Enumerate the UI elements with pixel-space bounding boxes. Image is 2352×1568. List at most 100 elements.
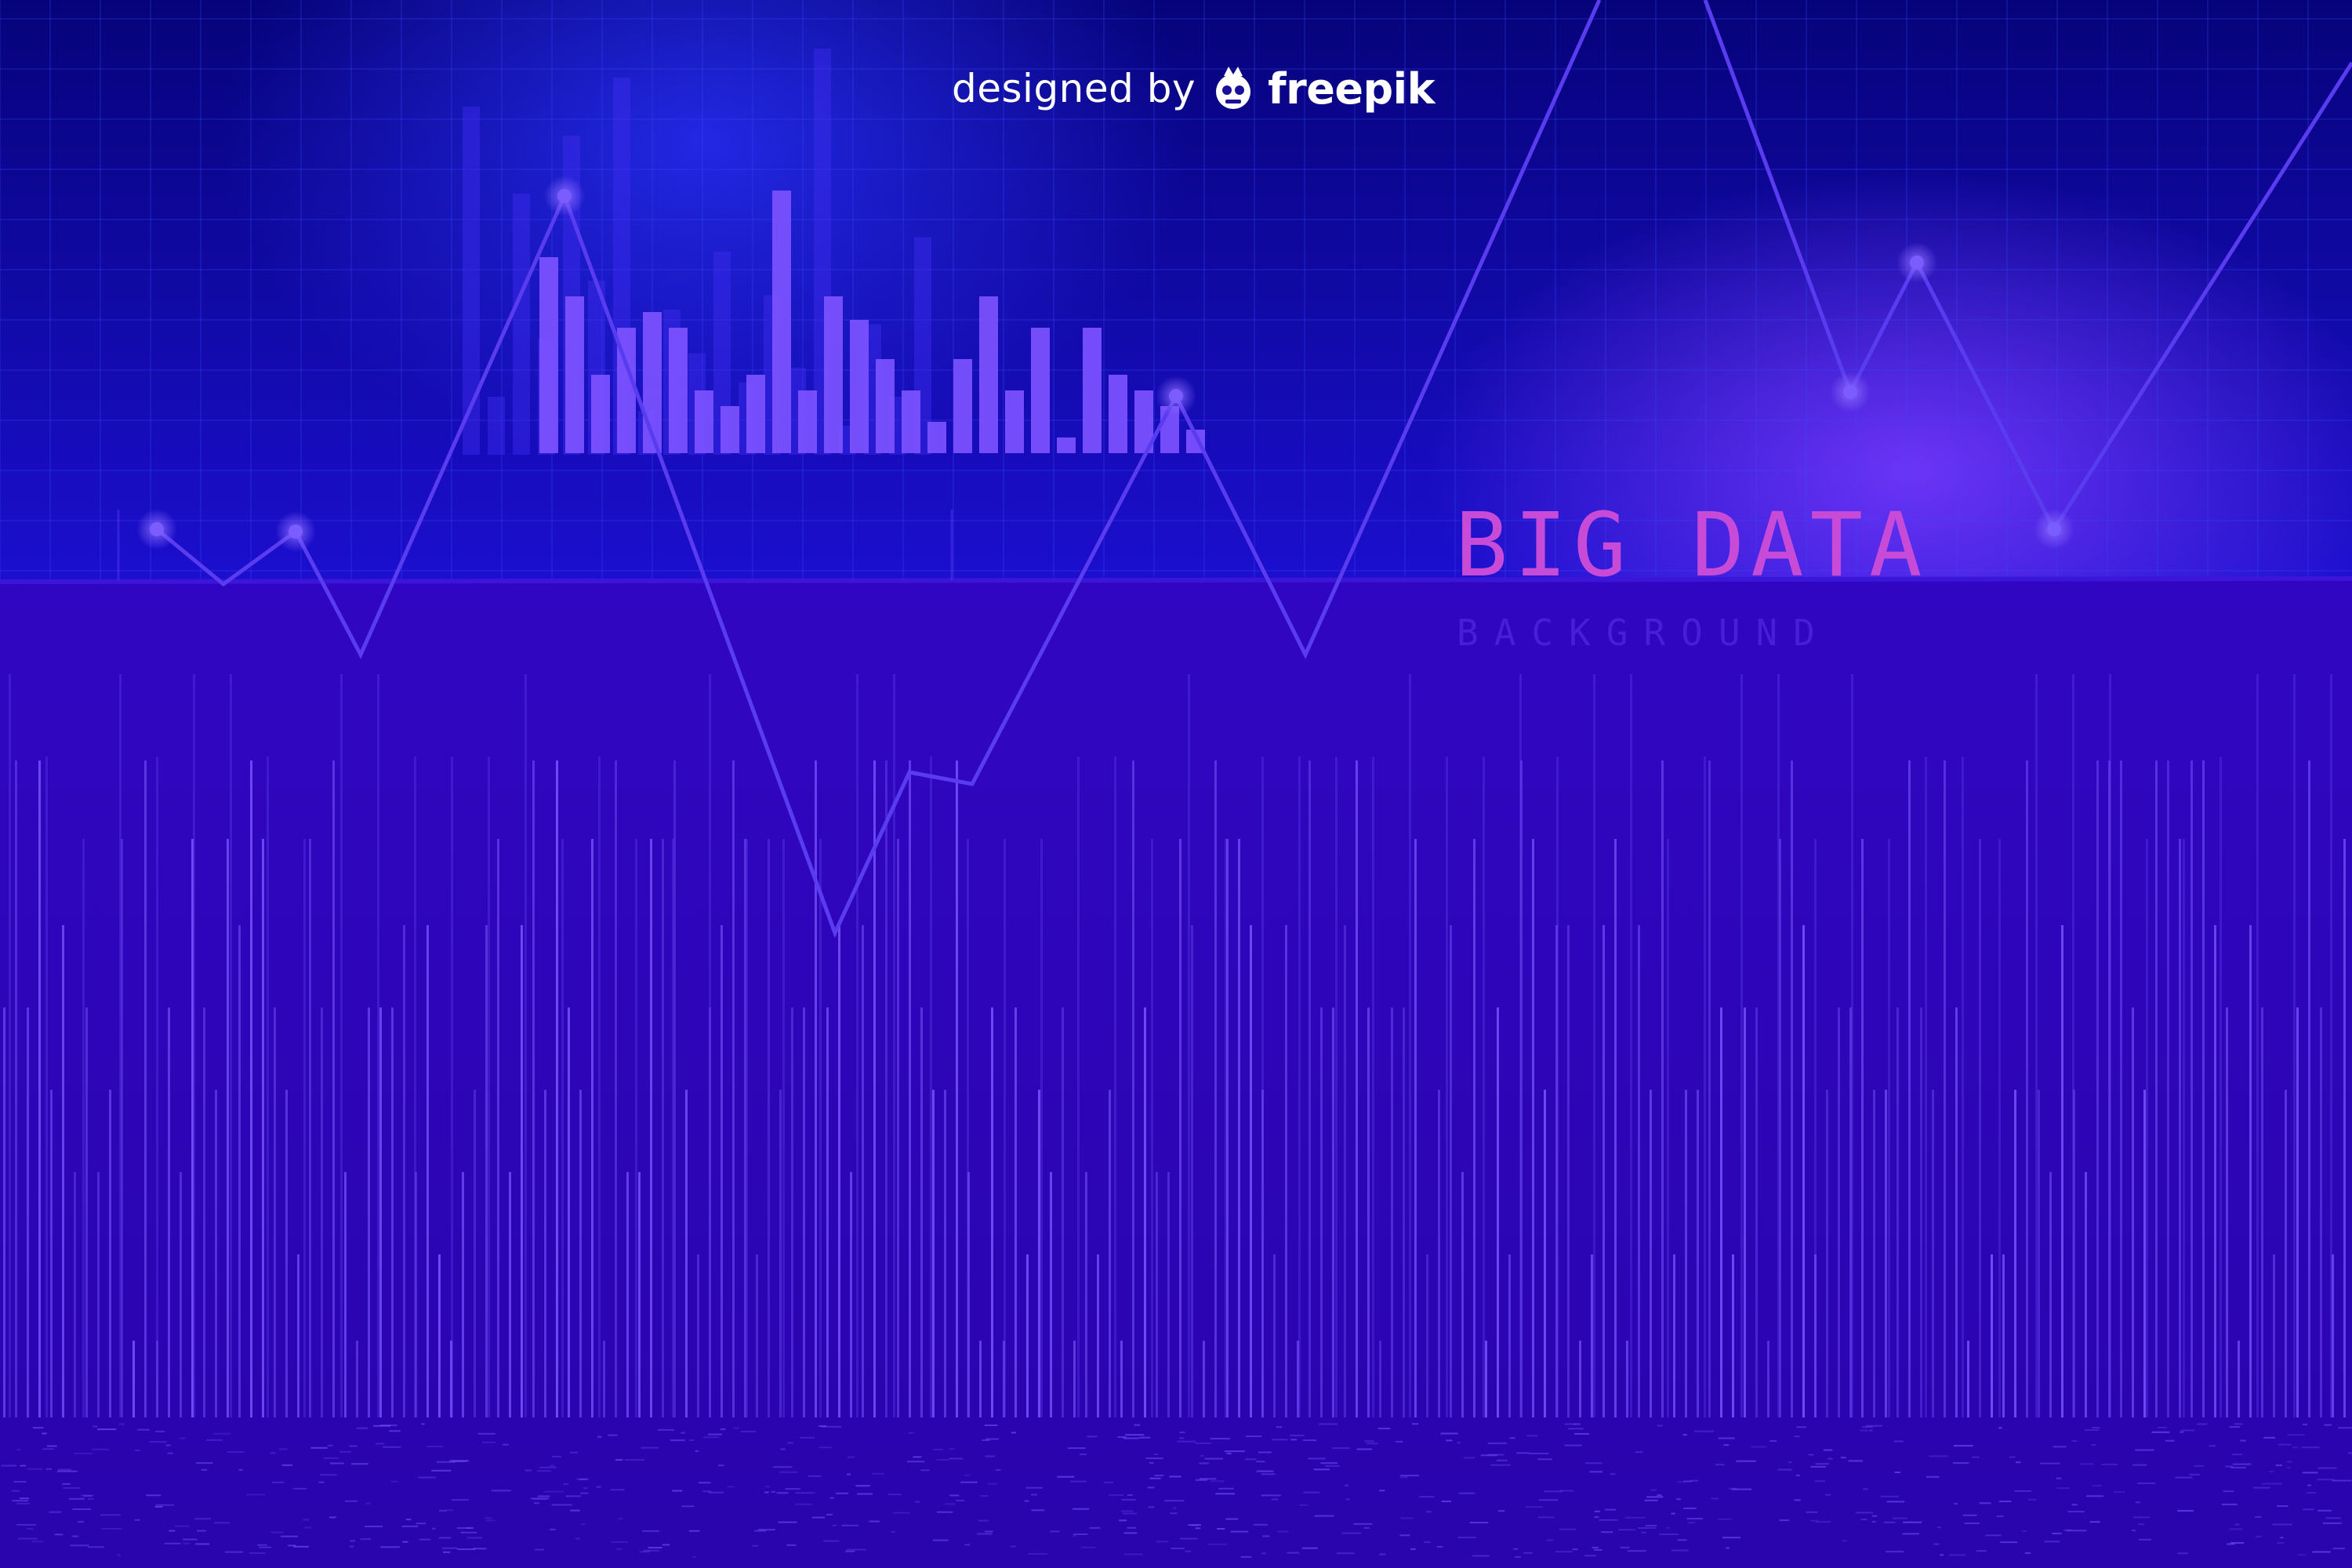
speckle: [2261, 1483, 2282, 1485]
floor-bar: [1485, 1341, 1487, 1417]
speckle: [1154, 1475, 1164, 1476]
floor-bar: [2108, 760, 2111, 1417]
speckle: [1027, 1553, 1047, 1555]
speckle: [978, 1519, 989, 1522]
speckle: [72, 1535, 78, 1537]
line-node: [1169, 389, 1183, 403]
speckle: [1645, 1525, 1657, 1526]
speckle: [2286, 1466, 2291, 1468]
bar: [1057, 437, 1076, 453]
speckle: [2253, 1486, 2270, 1489]
speckle: [92, 1448, 110, 1450]
speckle: [2303, 1423, 2308, 1425]
speckle: [1650, 1489, 1657, 1491]
floor-bar: [2308, 760, 2310, 1417]
speckle: [787, 1442, 794, 1444]
floor-bar: [1673, 1254, 1675, 1417]
speckle: [1067, 1447, 1086, 1450]
speckle: [365, 1502, 371, 1504]
floor-bar: [1544, 1090, 1546, 1417]
floor-bar: [1593, 674, 1595, 1417]
floor-bar: [1697, 1090, 1699, 1417]
floor-bar: [2226, 1007, 2228, 1417]
bar: [1109, 375, 1127, 453]
floor-bar: [2146, 839, 2148, 1417]
floor-bar: [1920, 1007, 1922, 1417]
speckle: [87, 1546, 104, 1548]
speckle: [1426, 1511, 1432, 1513]
speckle: [1011, 1432, 1017, 1434]
speckle: [1419, 1496, 1435, 1498]
speckle: [1769, 1440, 1777, 1442]
bar: [772, 191, 791, 453]
speckle: [360, 1538, 371, 1541]
speckle: [1732, 1488, 1752, 1490]
speckle: [1979, 1502, 1991, 1504]
speckle: [1262, 1535, 1270, 1537]
floor-bar: [909, 760, 911, 1417]
floor-bar-forest: [3, 674, 2346, 1417]
floor-bar: [1497, 1007, 1499, 1417]
speckle: [702, 1490, 712, 1493]
speckle: [1469, 1522, 1489, 1524]
headline-title: BIG DATA: [1455, 495, 1929, 597]
floor-bar: [626, 1172, 629, 1417]
speckle: [949, 1494, 960, 1497]
speckle: [351, 1463, 368, 1465]
floor-bar: [1332, 1007, 1334, 1417]
speckle: [643, 1549, 659, 1552]
speckle: [1694, 1430, 1715, 1432]
speckle: [227, 1451, 245, 1454]
speckle: [1148, 1506, 1155, 1508]
speckle: [101, 1527, 122, 1530]
speckle: [2180, 1431, 2183, 1433]
floor-bar: [685, 1090, 688, 1417]
floor-bar: [1003, 1341, 1005, 1417]
speckle: [356, 1427, 368, 1429]
floor-bar: [2061, 925, 2063, 1417]
speckle: [380, 1546, 400, 1548]
speckle: [2277, 1505, 2288, 1507]
floor-bar: [1226, 839, 1229, 1417]
speckle: [2338, 1427, 2352, 1429]
speckle: [1806, 1511, 1818, 1513]
floor-bar: [1073, 1341, 1076, 1417]
floor-bar: [1567, 925, 1570, 1417]
speckle: [913, 1456, 922, 1458]
floor-bar: [1896, 1007, 1899, 1417]
speckle: [214, 1522, 230, 1524]
floor-bar: [1791, 760, 1793, 1417]
floor-bar: [720, 925, 723, 1417]
floor-bar: [2273, 1254, 2275, 1417]
floor-bar: [340, 674, 343, 1417]
line-node: [289, 524, 303, 539]
floor-bar: [1426, 1254, 1428, 1417]
speckle: [887, 1494, 902, 1496]
speckle: [1303, 1491, 1320, 1494]
speckle: [2306, 1492, 2316, 1494]
floor-bar: [1519, 674, 1522, 1417]
floor-bar: [2096, 760, 2099, 1417]
speckle: [1690, 1479, 1699, 1482]
speckle: [83, 1495, 93, 1497]
floor-bar: [415, 1172, 417, 1417]
speckle: [1574, 1432, 1589, 1435]
floor-bar: [1473, 839, 1475, 1417]
speckle: [416, 1523, 426, 1525]
speckle: [2301, 1446, 2320, 1449]
speckle: [2324, 1424, 2332, 1426]
speckle: [2024, 1552, 2031, 1554]
speckle: [1860, 1519, 1867, 1521]
speckle: [1457, 1537, 1476, 1539]
speckle: [549, 1465, 555, 1467]
speckle: [1884, 1521, 1896, 1523]
speckle: [920, 1469, 930, 1472]
floor-bar: [2132, 1007, 2134, 1417]
speckle: [2268, 1471, 2274, 1472]
floor-bar: [1250, 925, 1252, 1417]
floor-bar: [650, 839, 652, 1417]
speckle: [786, 1544, 797, 1546]
speckle: [799, 1436, 815, 1439]
floor-bar: [262, 839, 264, 1417]
speckle: [169, 1530, 176, 1532]
